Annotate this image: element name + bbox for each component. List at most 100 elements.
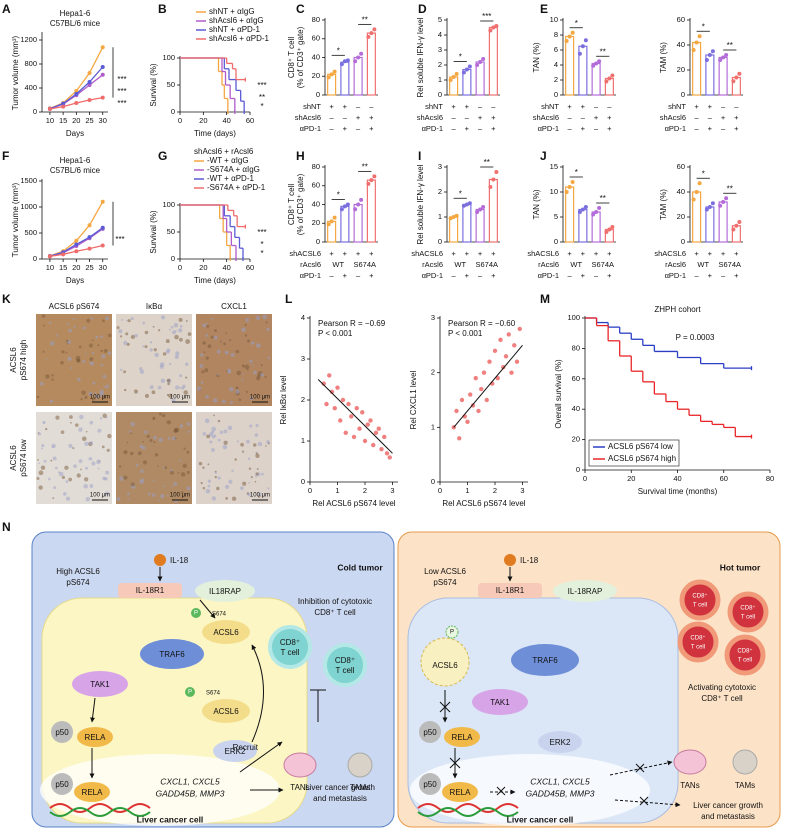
point [470,403,476,408]
point [87,235,92,240]
ihc-texture [130,334,135,340]
ihc-texture [228,479,233,484]
x-tick-label: 0 [178,116,182,125]
ihc-image [116,412,192,504]
ihc-texture [100,363,104,367]
y-tick-label: 60 [312,181,320,190]
x-axis-label: Days [66,276,84,285]
ihc-texture [171,436,176,441]
ihc-texture [250,341,255,345]
ihc-texture [96,459,101,465]
ihc-texture [229,401,233,405]
point [74,242,79,247]
point [335,385,340,390]
ihc-texture [213,414,215,417]
row-label: αPD-1 [300,271,321,280]
row-label: shAcsl6 [417,113,443,122]
point [476,408,481,414]
point [498,337,503,343]
diagram-label: p50 [423,780,437,789]
ihc-texture [179,459,182,462]
t-cell [323,643,367,687]
ihc-texture [186,422,191,426]
t-cell [724,634,766,676]
ihc-texture [161,315,166,320]
point [583,38,588,43]
diagram-label: IL-18RAP [568,587,603,596]
table-cell: – [734,102,739,111]
ihc-texture [202,466,205,469]
ihc-texture [90,361,95,366]
ihc-texture [153,441,156,444]
y-tick-label: 2 [554,75,558,84]
table-cell: + [451,102,456,111]
diagram-label: IL-18R1 [496,586,525,595]
ihc-texture [258,492,262,497]
receptor [478,583,542,598]
point [454,408,459,414]
x-tick-label: 3 [520,486,524,495]
row-label: shAcsl6 [295,113,321,122]
il18 [504,554,516,566]
block [639,796,649,806]
chart-title: Hepa1-6 [60,9,91,18]
y-tick-label: 0 [171,254,175,263]
ihc-texture [241,450,245,453]
ihc-texture [55,415,60,420]
point [371,442,376,448]
x-tick-label: 80 [766,474,774,483]
ihc-texture [66,342,69,345]
annotation: P = 0.0003 [676,333,715,342]
point [488,28,493,33]
trendline [453,345,523,428]
table-cell: S674A [475,260,498,269]
ihc-texture [267,356,271,360]
ihc-texture [179,324,183,328]
ihc-texture [50,459,53,462]
point [326,75,331,80]
point [329,219,334,224]
scale-bar-label: 100 μm [250,493,270,499]
ihc-texture [159,412,162,416]
diagram-label: RELA [452,733,474,742]
x-tick-label: 25 [85,263,93,272]
y-tick-label: 15 [550,162,558,171]
row-label: rAcsl6 [422,260,443,269]
arrow [614,799,681,808]
ihc-texture [238,398,242,401]
y-tick-label: 500 [24,228,37,237]
point [724,53,729,57]
y-axis-label: CD8⁺ T cell [287,184,296,225]
ihc-texture [82,326,87,330]
diagram-label: T cell [738,658,752,664]
point [475,210,480,214]
y-axis-label: Survival (%) [149,210,158,253]
ihc-texture [144,430,148,434]
diagram-label: and metastasis [313,794,367,803]
annotation: *** [482,12,491,21]
y-tick-label: 0 [554,90,558,99]
ihc-texture [168,362,172,366]
ihc-texture [58,471,64,477]
x-tick-label: 20 [199,116,207,125]
point [604,230,609,234]
point [365,422,370,427]
ihc-texture [246,339,250,343]
ihc-texture [82,359,86,364]
scale-bar-label: 100 μm [170,395,190,401]
table-cell: WT [697,260,709,269]
x-tick-label: 2 [363,486,367,495]
y-axis-label: Rel CXCL1 level [409,370,418,429]
arrow [90,697,96,723]
table-cell: + [694,249,699,258]
trendline [317,379,393,454]
arrow [251,644,264,743]
point [691,48,696,52]
table-cell: – [581,113,586,122]
point [697,34,702,39]
diagram-label: pS674 [66,578,90,587]
y-tick-label: 1 [431,422,435,431]
x-axis-label: Rel ACSL6 pS674 level [442,499,525,508]
ihc-texture [51,374,54,377]
row-label: rAcsl6 [538,260,559,269]
